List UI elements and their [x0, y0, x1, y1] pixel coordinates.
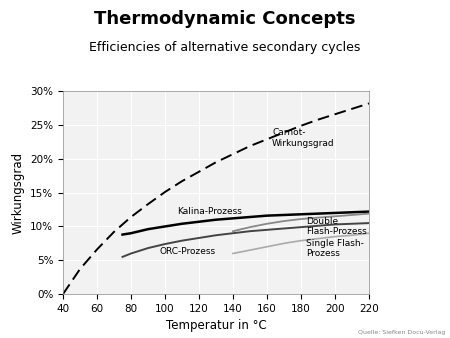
Text: Kalina-Prozess: Kalina-Prozess — [177, 207, 242, 216]
X-axis label: Temperatur in °C: Temperatur in °C — [166, 319, 266, 332]
Text: ORC-Prozess: ORC-Prozess — [160, 247, 216, 256]
Text: Single Flash-
Prozess: Single Flash- Prozess — [306, 239, 364, 258]
Text: Thermodynamic Concepts: Thermodynamic Concepts — [94, 10, 356, 28]
Text: Quelle: Siefken Docu-Verlag: Quelle: Siefken Docu-Verlag — [358, 330, 446, 335]
Text: Carnot-
Wirkungsgrad: Carnot- Wirkungsgrad — [272, 128, 335, 148]
Text: Double
Flash-Prozess: Double Flash-Prozess — [306, 217, 367, 236]
Y-axis label: Wirkungsgrad: Wirkungsgrad — [12, 152, 25, 234]
Text: Efficiencies of alternative secondary cycles: Efficiencies of alternative secondary cy… — [89, 41, 361, 53]
